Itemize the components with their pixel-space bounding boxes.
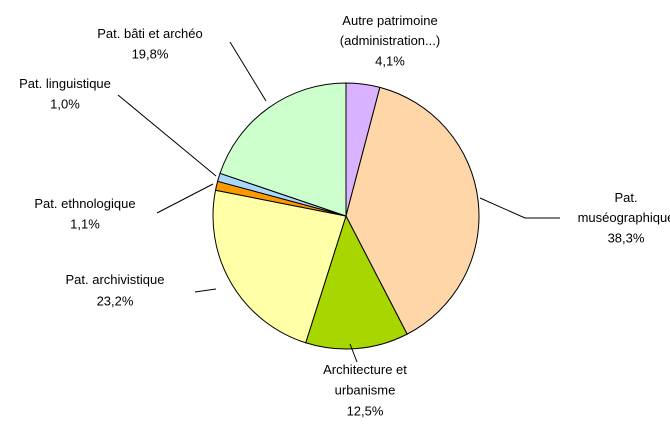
leader-line (117, 94, 217, 177)
value-label: 1,1% (70, 216, 100, 231)
leader-line (479, 197, 560, 219)
pie-slice (219, 82, 347, 217)
value-label: 12,5% (347, 403, 384, 418)
value-label: 19,8% (132, 46, 169, 61)
slice-label: Architecture et urbanisme (323, 362, 407, 398)
value-label: 4,1% (375, 53, 405, 68)
slice-label: Autre patrimoine (administration...) (340, 13, 440, 48)
value-label: 1,0% (50, 96, 80, 111)
slice-label: Pat. bâti et archéo (97, 26, 203, 41)
slice-label: Pat. muséographique (578, 190, 670, 225)
value-label: 38,3% (608, 230, 645, 245)
slice-label: Pat. ethnologique (34, 196, 135, 211)
pie-slice (212, 189, 347, 344)
leader-line (349, 343, 358, 363)
pie-slice (345, 86, 480, 335)
leader-line (194, 288, 217, 293)
value-label: 23,2% (97, 293, 134, 308)
slice-label: Pat. archivistique (66, 272, 165, 287)
slice-label: Pat. linguistique (19, 76, 111, 91)
pie-slice (305, 214, 408, 350)
leader-line (229, 41, 267, 102)
leader-line (156, 183, 214, 214)
